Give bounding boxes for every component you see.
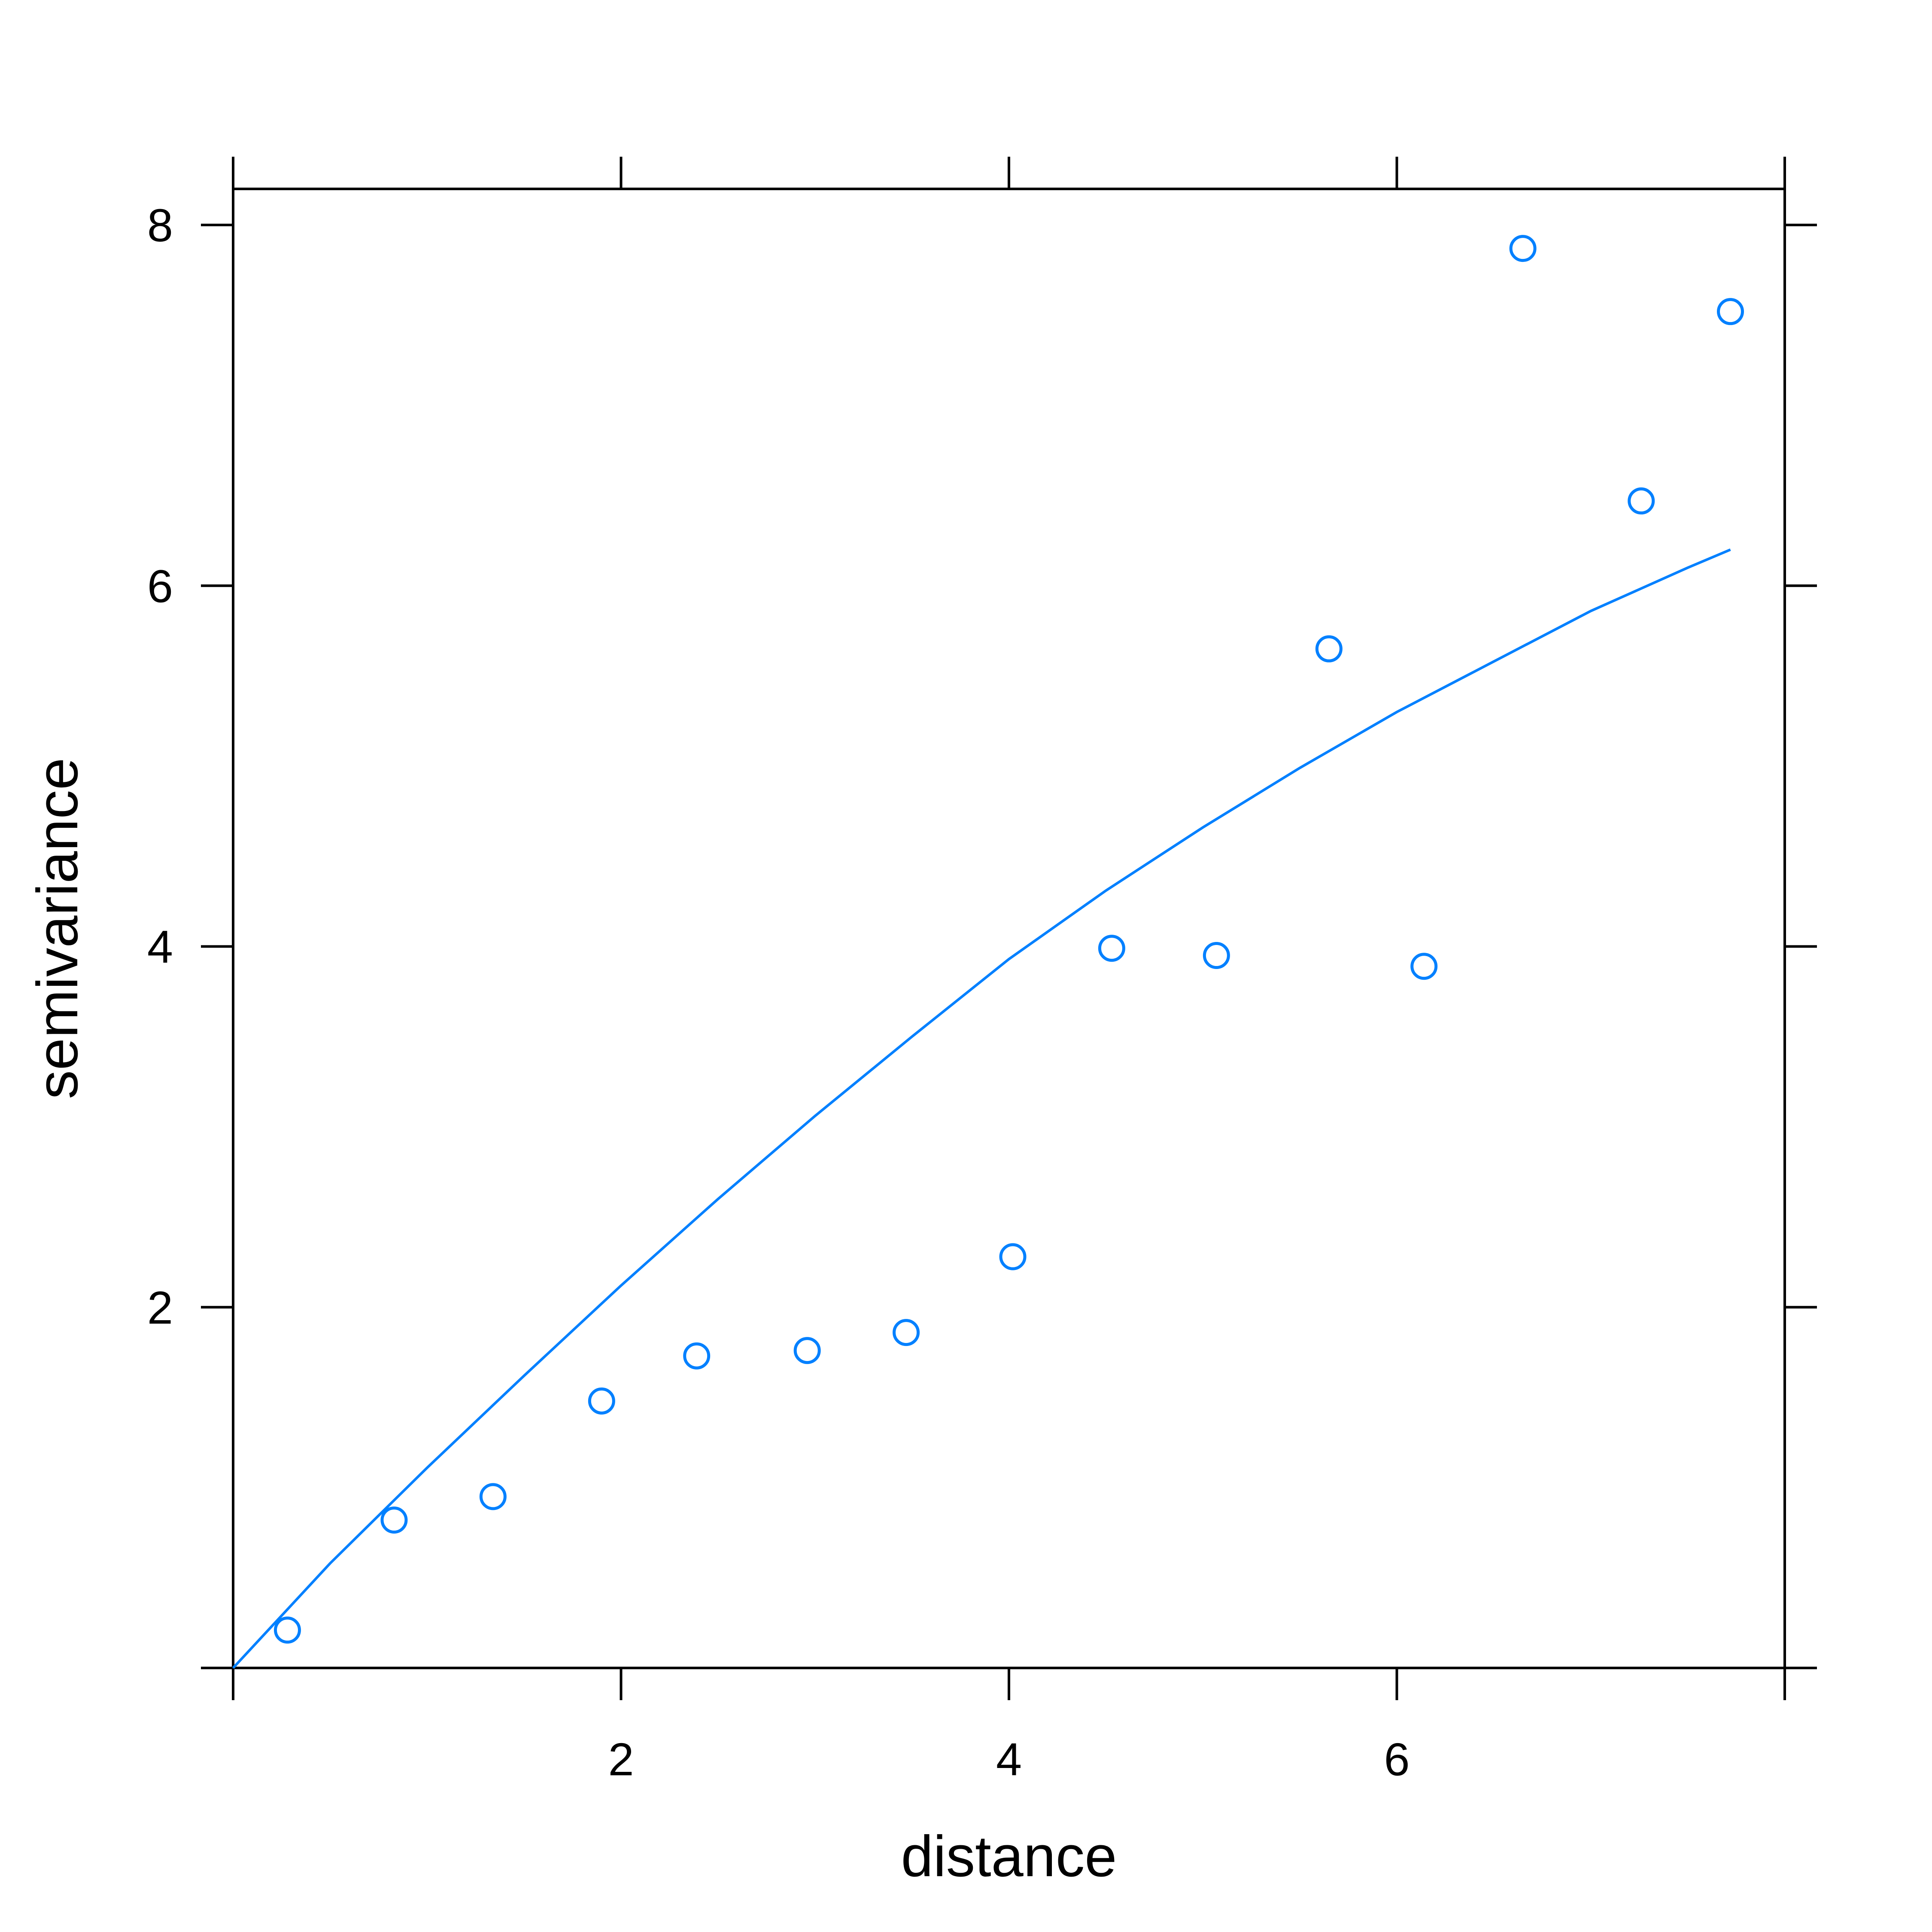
- axis-ticks: [201, 157, 1817, 1700]
- data-point: [1315, 635, 1343, 662]
- data-point: [793, 1337, 821, 1364]
- data-point: [683, 1342, 711, 1370]
- data-point: [273, 1616, 301, 1644]
- data-point: [588, 1387, 615, 1415]
- model-line: [232, 548, 1731, 1669]
- data-point: [893, 1319, 920, 1346]
- y-tick-label: 4: [147, 921, 173, 973]
- data-points: [273, 235, 1744, 1644]
- y-tick-label: 2: [147, 1282, 173, 1334]
- data-point: [1203, 942, 1230, 969]
- x-tick-label: 6: [1384, 1733, 1410, 1785]
- x-axis-title: distance: [901, 1824, 1117, 1889]
- data-point: [1628, 487, 1655, 515]
- y-axis-title: semivariance: [25, 758, 90, 1099]
- data-point: [1098, 935, 1125, 962]
- data-point: [380, 1507, 408, 1534]
- x-tick-label: 2: [608, 1733, 634, 1785]
- data-point: [1509, 235, 1537, 262]
- y-tick-label: 6: [147, 560, 173, 612]
- x-tick-label: 4: [996, 1733, 1022, 1785]
- data-point: [999, 1243, 1027, 1270]
- data-point: [1410, 953, 1438, 980]
- data-point: [1717, 298, 1744, 325]
- axis-tick-labels: 2 4 6 2 4 6 8: [147, 199, 1410, 1785]
- y-tick-label: 8: [147, 199, 173, 251]
- data-point: [479, 1483, 507, 1510]
